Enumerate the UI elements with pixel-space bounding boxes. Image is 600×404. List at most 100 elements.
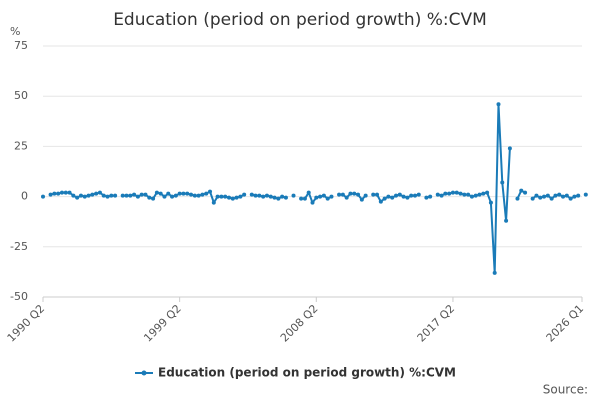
data-point bbox=[557, 192, 562, 197]
data-point bbox=[139, 192, 144, 197]
data-point bbox=[166, 191, 171, 196]
data-point bbox=[378, 199, 383, 204]
y-tick-label: 25 bbox=[14, 139, 28, 152]
data-point bbox=[132, 192, 137, 197]
data-point bbox=[318, 194, 323, 199]
data-point bbox=[443, 191, 448, 196]
data-point bbox=[485, 190, 490, 195]
data-point bbox=[310, 200, 315, 205]
data-point bbox=[97, 190, 102, 195]
data-point bbox=[192, 193, 197, 198]
data-point bbox=[185, 191, 190, 196]
data-point bbox=[496, 102, 501, 107]
data-point bbox=[473, 193, 478, 198]
data-point bbox=[409, 193, 414, 198]
data-point bbox=[113, 193, 118, 198]
data-point bbox=[283, 195, 288, 200]
data-point bbox=[458, 191, 463, 196]
data-point bbox=[314, 195, 319, 200]
data-point bbox=[519, 188, 524, 193]
data-point bbox=[41, 194, 45, 199]
data-point bbox=[90, 192, 95, 197]
data-point bbox=[321, 193, 326, 198]
chart-title: Education (period on period growth) %:CV… bbox=[113, 10, 487, 30]
data-point bbox=[143, 192, 148, 197]
data-point bbox=[253, 193, 258, 198]
data-point bbox=[63, 190, 68, 195]
data-point bbox=[94, 191, 99, 196]
data-point bbox=[477, 192, 482, 197]
data-point bbox=[390, 195, 395, 200]
data-point bbox=[340, 192, 345, 197]
x-tick-label: 2017 Q2 bbox=[415, 302, 458, 345]
data-point bbox=[226, 195, 231, 200]
data-point bbox=[356, 192, 361, 197]
data-point bbox=[561, 194, 566, 199]
y-tick-label: -25 bbox=[10, 240, 28, 253]
data-point bbox=[576, 193, 581, 198]
data-point bbox=[504, 218, 509, 223]
data-point bbox=[530, 196, 535, 201]
data-point bbox=[450, 190, 455, 195]
data-point bbox=[208, 189, 213, 194]
data-point bbox=[177, 191, 182, 196]
data-point bbox=[481, 191, 486, 196]
data-point bbox=[257, 193, 262, 198]
data-point bbox=[147, 195, 152, 200]
data-point bbox=[435, 192, 440, 197]
data-point bbox=[128, 193, 133, 198]
data-point bbox=[67, 190, 72, 195]
data-point bbox=[158, 191, 163, 196]
data-point bbox=[242, 192, 247, 197]
data-point bbox=[109, 193, 114, 198]
data-point bbox=[394, 193, 399, 198]
data-point bbox=[151, 196, 156, 201]
legend-label: Education (period on period growth) %:CV… bbox=[158, 366, 456, 380]
data-point bbox=[75, 195, 80, 200]
source: Source: bbox=[543, 383, 588, 397]
data-point bbox=[553, 193, 558, 198]
data-point bbox=[568, 196, 573, 201]
data-point bbox=[462, 192, 467, 197]
data-point bbox=[215, 194, 220, 199]
data-point bbox=[325, 196, 330, 201]
data-point bbox=[386, 194, 391, 199]
data-point bbox=[173, 193, 178, 198]
y-axis-label: % bbox=[10, 25, 20, 38]
data-point bbox=[416, 192, 421, 197]
data-point bbox=[101, 193, 106, 198]
data-point bbox=[170, 194, 175, 199]
data-point bbox=[124, 193, 129, 198]
data-point bbox=[291, 193, 296, 198]
series-line bbox=[51, 104, 586, 273]
data-point bbox=[280, 194, 285, 199]
data-point bbox=[211, 200, 216, 205]
data-point bbox=[564, 193, 569, 198]
data-point bbox=[154, 190, 159, 195]
data-point bbox=[196, 193, 201, 198]
data-point bbox=[545, 193, 550, 198]
data-point bbox=[261, 194, 266, 199]
data-point bbox=[230, 196, 235, 201]
data-point bbox=[200, 192, 205, 197]
data-point bbox=[424, 195, 429, 200]
data-point bbox=[492, 270, 497, 275]
data-point bbox=[488, 200, 493, 205]
data-point bbox=[348, 191, 353, 196]
data-point bbox=[515, 196, 520, 201]
data-point bbox=[52, 191, 57, 196]
data-point bbox=[306, 190, 311, 195]
x-tick-label: 2008 Q2 bbox=[278, 302, 321, 345]
legend-marker bbox=[141, 370, 147, 376]
data-point bbox=[223, 194, 228, 199]
data-point bbox=[397, 192, 402, 197]
data-point bbox=[447, 191, 452, 196]
x-tick-label: 1990 Q2 bbox=[5, 302, 48, 345]
data-point bbox=[249, 192, 254, 197]
data-point bbox=[78, 193, 83, 198]
data-point bbox=[507, 146, 512, 151]
data-point bbox=[534, 193, 539, 198]
data-point bbox=[56, 191, 61, 196]
data-point bbox=[583, 192, 588, 197]
